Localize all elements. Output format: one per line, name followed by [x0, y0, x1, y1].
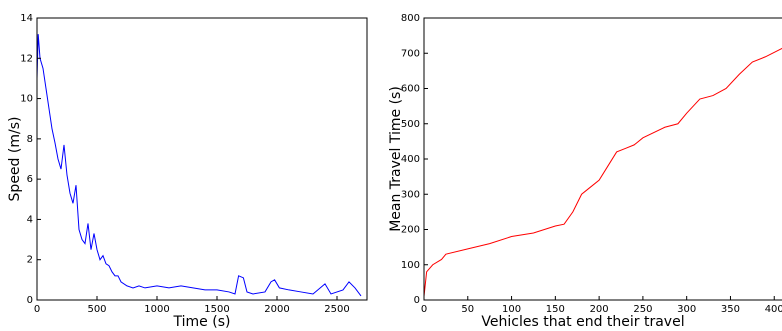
x-tick-label: 0: [34, 304, 40, 315]
y-tick-label: 700: [401, 48, 420, 59]
y-tick-label: 100: [401, 260, 420, 271]
x-tick-label: 250: [633, 304, 652, 315]
y-tick-label: 500: [401, 119, 420, 130]
data-line: [423, 47, 782, 297]
plot-frame: [36, 17, 368, 301]
x-tick-label: 0: [421, 304, 427, 315]
y-tick-label: 12: [20, 53, 33, 64]
x-tick-label: 150: [546, 304, 565, 315]
y-tick-label: 300: [401, 189, 420, 200]
x-tick-label: 2500: [324, 304, 349, 315]
x-tick-label: 500: [87, 304, 106, 315]
y-tick-label: 0: [27, 295, 33, 306]
y-tick-label: 2: [27, 255, 33, 266]
x-tick-label: 2000: [264, 304, 289, 315]
y-tick-label: 6: [27, 174, 33, 185]
x-tick-label: 50: [461, 304, 474, 315]
data-line: [36, 34, 362, 297]
x-axis-label: Vehicles that end their travel: [481, 314, 684, 330]
y-tick-label: 4: [27, 214, 33, 225]
x-tick-label: 1500: [204, 304, 229, 315]
y-tick-label: 14: [20, 13, 33, 24]
x-tick-label: 400: [765, 304, 782, 315]
y-tick-label: 400: [401, 154, 420, 165]
y-tick-label: 200: [401, 225, 420, 236]
y-tick-label: 800: [401, 13, 420, 24]
x-axis-label: Time (s): [173, 314, 231, 330]
y-tick-label: 8: [27, 134, 33, 145]
x-tick-label: 100: [502, 304, 521, 315]
y-tick-label: 600: [401, 84, 420, 95]
y-tick-label: 0: [414, 295, 420, 306]
x-tick-label: 200: [590, 304, 609, 315]
x-tick-label: 300: [677, 304, 696, 315]
y-tick-label: 10: [20, 94, 33, 105]
plot-frame: [423, 17, 782, 301]
x-tick-label: 350: [721, 304, 740, 315]
y-axis-label: Speed (m/s): [7, 117, 23, 202]
x-tick-label: 1000: [144, 304, 169, 315]
y-axis-label: Mean Travel Time (s): [388, 86, 404, 232]
